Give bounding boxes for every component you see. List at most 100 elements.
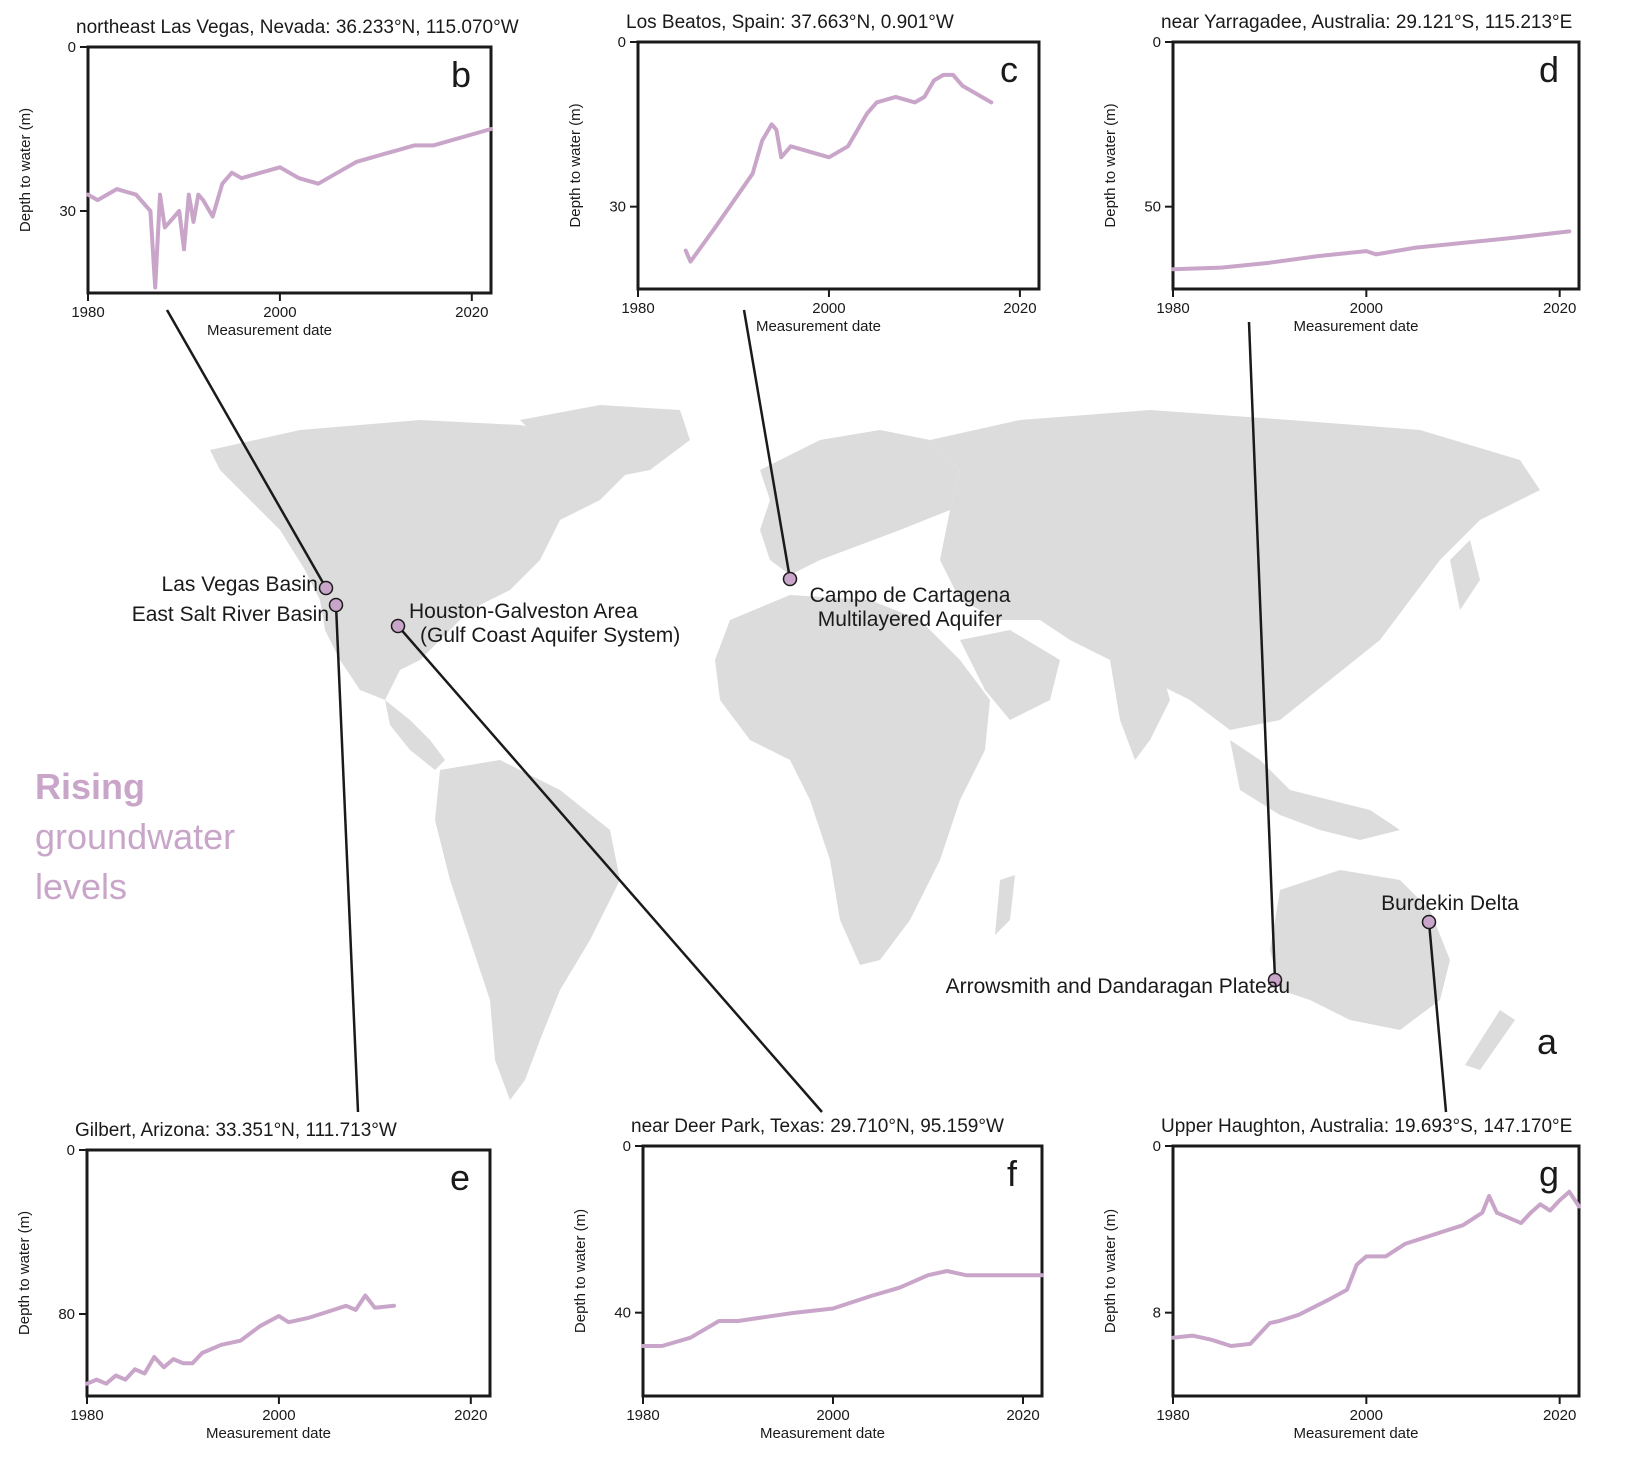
marker-east-salt-river-basin bbox=[328, 597, 344, 613]
y-tick-label: 30 bbox=[59, 203, 76, 220]
x-axis-label: Measurement date bbox=[760, 1425, 885, 1442]
y-tick-label: 0 bbox=[1153, 1138, 1161, 1155]
land-asia bbox=[930, 410, 1540, 730]
y-tick-label: 40 bbox=[614, 1305, 631, 1322]
x-tick-label: 1980 bbox=[626, 1407, 659, 1424]
land-arabia bbox=[960, 630, 1060, 720]
y-axis-label: Depth to water (m) bbox=[1102, 103, 1119, 227]
panel-letter: b bbox=[451, 54, 471, 95]
chart-panel-g: Upper Haughton, Australia: 19.693°S, 147… bbox=[1102, 1116, 1581, 1442]
plot-frame bbox=[1171, 40, 1581, 291]
y-tick-label: 0 bbox=[67, 1142, 75, 1159]
x-axis-label: Measurement date bbox=[756, 318, 881, 335]
series-line bbox=[85, 1293, 396, 1386]
x-tick-label: 2000 bbox=[1350, 1407, 1383, 1424]
chart-title: near Deer Park, Texas: 29.710°N, 95.159°… bbox=[631, 1116, 1004, 1137]
y-tick-label: 80 bbox=[58, 1306, 75, 1323]
y-axis-label: Depth to water (m) bbox=[16, 1211, 33, 1335]
site-label-east-salt-river-basin: East Salt River Basin bbox=[132, 603, 329, 626]
x-axis-label: Measurement date bbox=[207, 322, 332, 339]
world-map bbox=[210, 405, 1540, 1100]
connector-b bbox=[165, 309, 328, 589]
land-japan bbox=[1450, 540, 1480, 610]
chart-title: northeast Las Vegas, Nevada: 36.233°N, 1… bbox=[76, 17, 519, 38]
panel-letter: e bbox=[450, 1157, 470, 1198]
x-tick-label: 2000 bbox=[262, 1407, 295, 1424]
y-axis-label: Depth to water (m) bbox=[567, 103, 584, 227]
marker-campo-de-cartagena bbox=[782, 571, 798, 587]
land-north-america bbox=[210, 420, 630, 700]
series-line bbox=[1171, 229, 1572, 272]
x-tick-label: 1980 bbox=[70, 1407, 103, 1424]
x-axis-label: Measurement date bbox=[206, 1425, 331, 1442]
x-tick-label: 2000 bbox=[812, 300, 845, 317]
site-labels: Las Vegas Basin East Salt River Basin Ho… bbox=[132, 573, 1519, 998]
marker-houston-galveston bbox=[390, 618, 406, 634]
panel-letter: g bbox=[1539, 1153, 1559, 1194]
land-india bbox=[1110, 660, 1170, 760]
connector-d bbox=[1247, 321, 1277, 981]
legend-line-3: levels bbox=[35, 866, 127, 907]
x-tick-label: 1980 bbox=[1156, 300, 1189, 317]
y-axis-label: Depth to water (m) bbox=[572, 1209, 589, 1333]
site-markers bbox=[318, 571, 1437, 988]
site-label-las-vegas-basin: Las Vegas Basin bbox=[162, 573, 318, 596]
chart-title: Gilbert, Arizona: 33.351°N, 111.713°W bbox=[75, 1120, 397, 1141]
series-line bbox=[683, 72, 994, 264]
x-tick-label: 2020 bbox=[1543, 300, 1576, 317]
x-tick-label: 2000 bbox=[263, 304, 296, 321]
connector-c bbox=[742, 309, 792, 580]
x-tick-label: 2020 bbox=[454, 1407, 487, 1424]
chart-title: Upper Haughton, Australia: 19.693°S, 147… bbox=[1161, 1116, 1572, 1137]
site-label-burdekin-delta: Burdekin Delta bbox=[1381, 892, 1519, 915]
land-greenland bbox=[520, 405, 690, 480]
series-line bbox=[1171, 1189, 1581, 1348]
panel-letter: d bbox=[1539, 49, 1559, 90]
land-new-zealand bbox=[1465, 1010, 1515, 1070]
connector-g bbox=[1427, 921, 1448, 1113]
x-tick-label: 2020 bbox=[1006, 1407, 1039, 1424]
chart-panel-c: Los Beatos, Spain: 37.663°N, 0.901°W 1980… bbox=[567, 12, 1041, 335]
connector-e bbox=[334, 604, 360, 1113]
x-axis-label: Measurement date bbox=[1293, 1425, 1418, 1442]
legend-line-2: groundwater bbox=[35, 816, 235, 857]
chart-panel-b: northeast Las Vegas, Nevada: 36.233°N, 1… bbox=[17, 17, 519, 339]
land-central-america bbox=[385, 700, 445, 770]
land-africa bbox=[715, 595, 990, 965]
marker-las-vegas-basin bbox=[318, 580, 334, 596]
rising-legend: Rising groundwater levels bbox=[35, 766, 235, 907]
chart-panel-d: near Yarragadee, Australia: 29.121°S, 11… bbox=[1102, 12, 1581, 335]
site-label-houston-galveston: Houston-Galveston Area bbox=[409, 600, 638, 623]
y-tick-label: 0 bbox=[618, 34, 626, 51]
land-europe bbox=[760, 430, 960, 575]
x-axis-label: Measurement date bbox=[1293, 318, 1418, 335]
land-southeast-asia bbox=[1230, 740, 1400, 840]
x-tick-label: 1980 bbox=[71, 304, 104, 321]
site-label-houston-galveston-2: (Gulf Coast Aquifer System) bbox=[420, 624, 680, 647]
legend-line-1: Rising bbox=[35, 766, 145, 807]
y-tick-label: 50 bbox=[1144, 199, 1161, 216]
chart-panel-f: near Deer Park, Texas: 29.710°N, 95.159°… bbox=[572, 1116, 1044, 1442]
y-tick-label: 0 bbox=[1153, 34, 1161, 51]
chart-title: near Yarragadee, Australia: 29.121°S, 11… bbox=[1161, 12, 1572, 33]
panel-letter-a: a bbox=[1537, 1021, 1558, 1062]
series-line bbox=[641, 1269, 1044, 1348]
chart-panel-e: Gilbert, Arizona: 33.351°N, 111.713°W 198… bbox=[16, 1120, 492, 1442]
y-axis-label: Depth to water (m) bbox=[17, 108, 34, 232]
panel-letter: f bbox=[1007, 1153, 1018, 1194]
series-line bbox=[86, 127, 493, 290]
x-tick-label: 2000 bbox=[816, 1407, 849, 1424]
site-label-campo-de-cartagena-2: Multilayered Aquifer bbox=[818, 608, 1002, 631]
marker-arrowsmith-dandaragan bbox=[1267, 972, 1283, 988]
y-tick-label: 8 bbox=[1153, 1305, 1161, 1322]
connector-f bbox=[397, 625, 823, 1113]
y-tick-label: 0 bbox=[623, 1138, 631, 1155]
chart-title: Los Beatos, Spain: 37.663°N, 0.901°W bbox=[626, 12, 954, 33]
plot-frame bbox=[636, 40, 1041, 291]
land-madagascar bbox=[995, 875, 1015, 935]
x-tick-label: 2000 bbox=[1350, 300, 1383, 317]
marker-burdekin-delta bbox=[1421, 914, 1437, 930]
land-australia bbox=[1270, 870, 1450, 1030]
connectors bbox=[165, 309, 1448, 1113]
